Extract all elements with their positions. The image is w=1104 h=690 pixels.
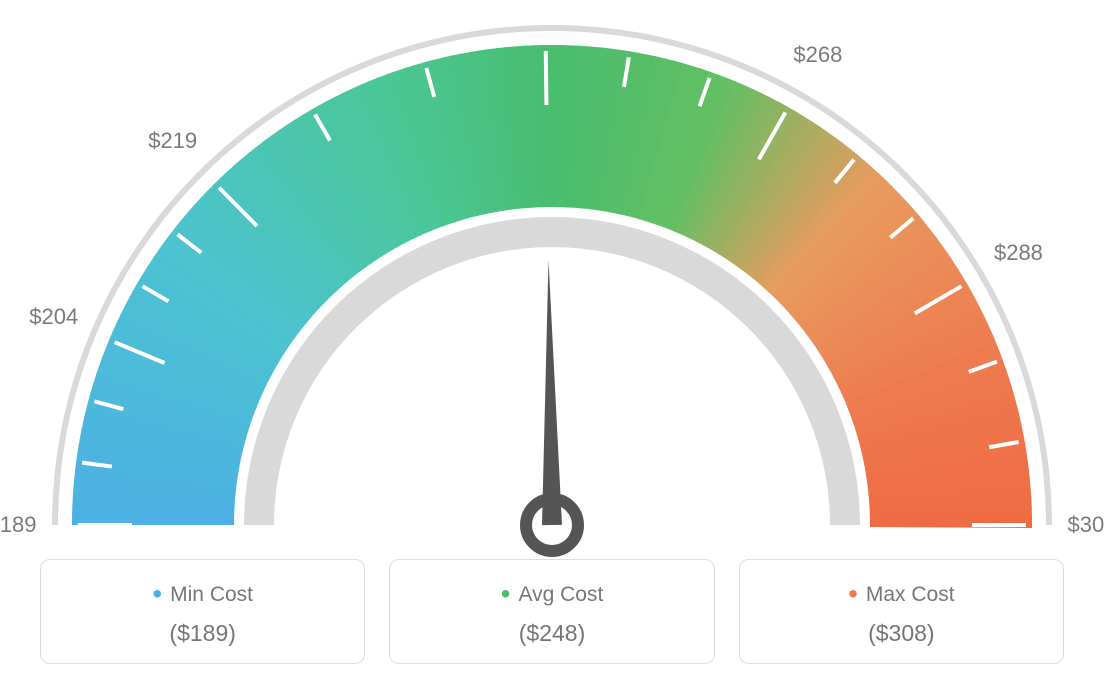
max-cost-title: Max Cost	[750, 578, 1053, 610]
tick-label: $189	[0, 512, 36, 538]
min-cost-value: ($189)	[51, 620, 354, 647]
gauge-svg	[0, 0, 1104, 570]
avg-cost-value: ($248)	[400, 620, 703, 647]
major-tick	[546, 51, 547, 105]
tick-label: $204	[29, 304, 78, 330]
gauge-chart-container: $189$204$219$248$268$288$308 Min Cost ($…	[0, 0, 1104, 690]
tick-label: $288	[994, 240, 1043, 266]
gauge-area: $189$204$219$248$268$288$308	[0, 0, 1104, 570]
max-cost-card: Max Cost ($308)	[739, 559, 1064, 664]
max-cost-value: ($308)	[750, 620, 1053, 647]
min-cost-card: Min Cost ($189)	[40, 559, 365, 664]
tick-label: $308	[1068, 512, 1104, 538]
summary-cards: Min Cost ($189) Avg Cost ($248) Max Cost…	[40, 559, 1064, 664]
needle	[542, 260, 562, 525]
tick-label: $219	[148, 128, 197, 154]
avg-cost-card: Avg Cost ($248)	[389, 559, 714, 664]
min-cost-title: Min Cost	[51, 578, 354, 610]
tick-label: $268	[793, 42, 842, 68]
avg-cost-title: Avg Cost	[400, 578, 703, 610]
